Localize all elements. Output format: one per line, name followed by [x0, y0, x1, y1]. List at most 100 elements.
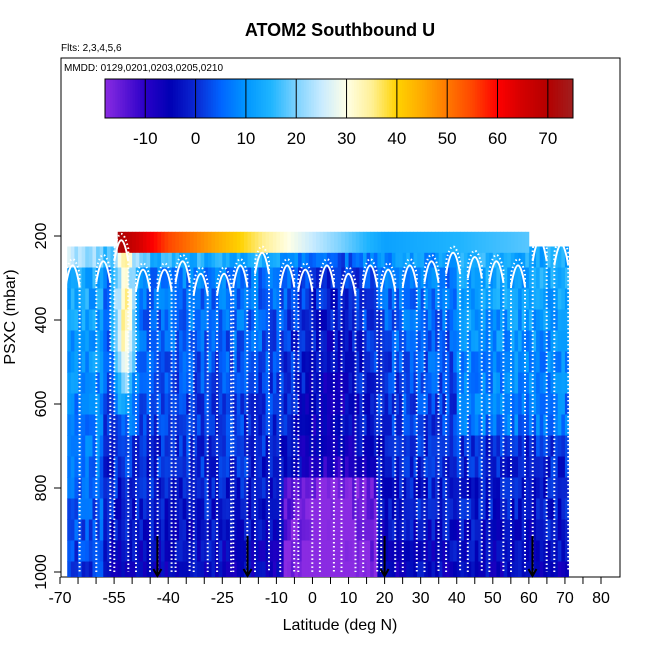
- heatmap-cell: [352, 540, 357, 562]
- heatmap-cell: [456, 414, 461, 436]
- heatmap-cell: [78, 393, 83, 415]
- heatmap-cell: [287, 393, 292, 415]
- heatmap-cell: [319, 477, 324, 499]
- heatmap-cell: [182, 246, 187, 268]
- colorbar-cell: [160, 79, 164, 118]
- heatmap-cell: [164, 414, 169, 436]
- heatmap-cell: [438, 498, 443, 520]
- heatmap-cell: [139, 288, 144, 310]
- heatmap-cell: [546, 477, 551, 499]
- heatmap-cell: [251, 351, 256, 373]
- heatmap-cell: [492, 498, 497, 520]
- heatmap-cell: [74, 519, 79, 541]
- heatmap-cell: [85, 477, 90, 499]
- heatmap-cell: [146, 519, 151, 541]
- heatmap-cell: [341, 372, 346, 394]
- heatmap-cell: [164, 435, 169, 457]
- heatmap-cell: [233, 372, 238, 394]
- heatmap-cell: [200, 456, 205, 478]
- heatmap-cell: [460, 414, 465, 436]
- heatmap-cell: [305, 561, 310, 577]
- heatmap-cell: [442, 456, 447, 478]
- heatmap-cell: [384, 330, 389, 352]
- heatmap-cell: [290, 540, 295, 562]
- heatmap-cell: [366, 309, 371, 331]
- heatmap-cell: [200, 414, 205, 436]
- heatmap-cell: [160, 372, 165, 394]
- heatmap-cell: [70, 435, 75, 457]
- heatmap-cell: [456, 540, 461, 562]
- heatmap-cell: [261, 414, 266, 436]
- heatmap-cell: [561, 309, 566, 331]
- heatmap-cell: [420, 498, 425, 520]
- heatmap-cell: [258, 267, 263, 289]
- heatmap-cell: [319, 414, 324, 436]
- heatmap-cell: [193, 330, 198, 352]
- heatmap-cell: [92, 498, 97, 520]
- heatmap-cell: [550, 267, 555, 289]
- colorbar-cell: [105, 79, 108, 118]
- colorbar-cell: [323, 79, 327, 118]
- heatmap-cell: [395, 477, 400, 499]
- heatmap-cell: [550, 519, 555, 541]
- heatmap-cell: [189, 414, 194, 436]
- heatmap-cell: [240, 372, 245, 394]
- heatmap-cell: [204, 561, 209, 577]
- heatmap-cell: [391, 456, 396, 478]
- heatmap-cell: [478, 372, 483, 394]
- heatmap-cell: [557, 498, 562, 520]
- heatmap-cell: [164, 540, 169, 562]
- heatmap-cell: [355, 414, 360, 436]
- heatmap-cell: [261, 330, 266, 352]
- heatmap-cell: [294, 498, 299, 520]
- heatmap-cell: [276, 519, 281, 541]
- heatmap-cell: [287, 372, 292, 394]
- colorbar-cell: [570, 79, 574, 118]
- heatmap-cell: [189, 477, 194, 499]
- jet-band-cell: [500, 231, 505, 253]
- heatmap-cell: [438, 519, 443, 541]
- heatmap-cell: [103, 561, 108, 577]
- heatmap-cell: [124, 456, 129, 478]
- heatmap-cell: [211, 288, 216, 310]
- heatmap-cell: [536, 372, 541, 394]
- colorbar-cell: [301, 79, 305, 118]
- heatmap-cell: [330, 477, 335, 499]
- heatmap-cell: [406, 330, 411, 352]
- heatmap-cell: [474, 435, 479, 457]
- heatmap-cell: [88, 309, 93, 331]
- colorbar-cell: [454, 79, 458, 118]
- heatmap-cell: [528, 288, 533, 310]
- heatmap-cell: [132, 561, 137, 577]
- heatmap-cell: [247, 540, 252, 562]
- heatmap-cell: [355, 288, 360, 310]
- heatmap-cell: [481, 477, 486, 499]
- heatmap-cell: [427, 309, 432, 331]
- heatmap-cell: [359, 372, 364, 394]
- heatmap-cell: [453, 288, 458, 310]
- heatmap-cell: [341, 540, 346, 562]
- heatmap-cell: [135, 414, 140, 436]
- heatmap-cell: [384, 414, 389, 436]
- heatmap-cell: [471, 435, 476, 457]
- heatmap-cell: [179, 267, 184, 289]
- heatmap-cell: [402, 393, 407, 415]
- heatmap-cell: [96, 498, 101, 520]
- heatmap-cell: [254, 393, 259, 415]
- heatmap-cell: [132, 540, 137, 562]
- heatmap-cell: [265, 456, 270, 478]
- heatmap-cell: [207, 456, 212, 478]
- heatmap-cell: [536, 540, 541, 562]
- heatmap-cell: [532, 267, 537, 289]
- heatmap-cell: [492, 309, 497, 331]
- heatmap-cell: [70, 561, 75, 577]
- heatmap-cell: [370, 330, 375, 352]
- heatmap-cell: [168, 456, 173, 478]
- heatmap-cell: [564, 393, 569, 415]
- heatmap-cell: [395, 288, 400, 310]
- jet-band-cell: [474, 231, 479, 253]
- heatmap-cell: [536, 477, 541, 499]
- heatmap-cell: [179, 540, 184, 562]
- heatmap-cell: [168, 309, 173, 331]
- heatmap-cell: [186, 309, 191, 331]
